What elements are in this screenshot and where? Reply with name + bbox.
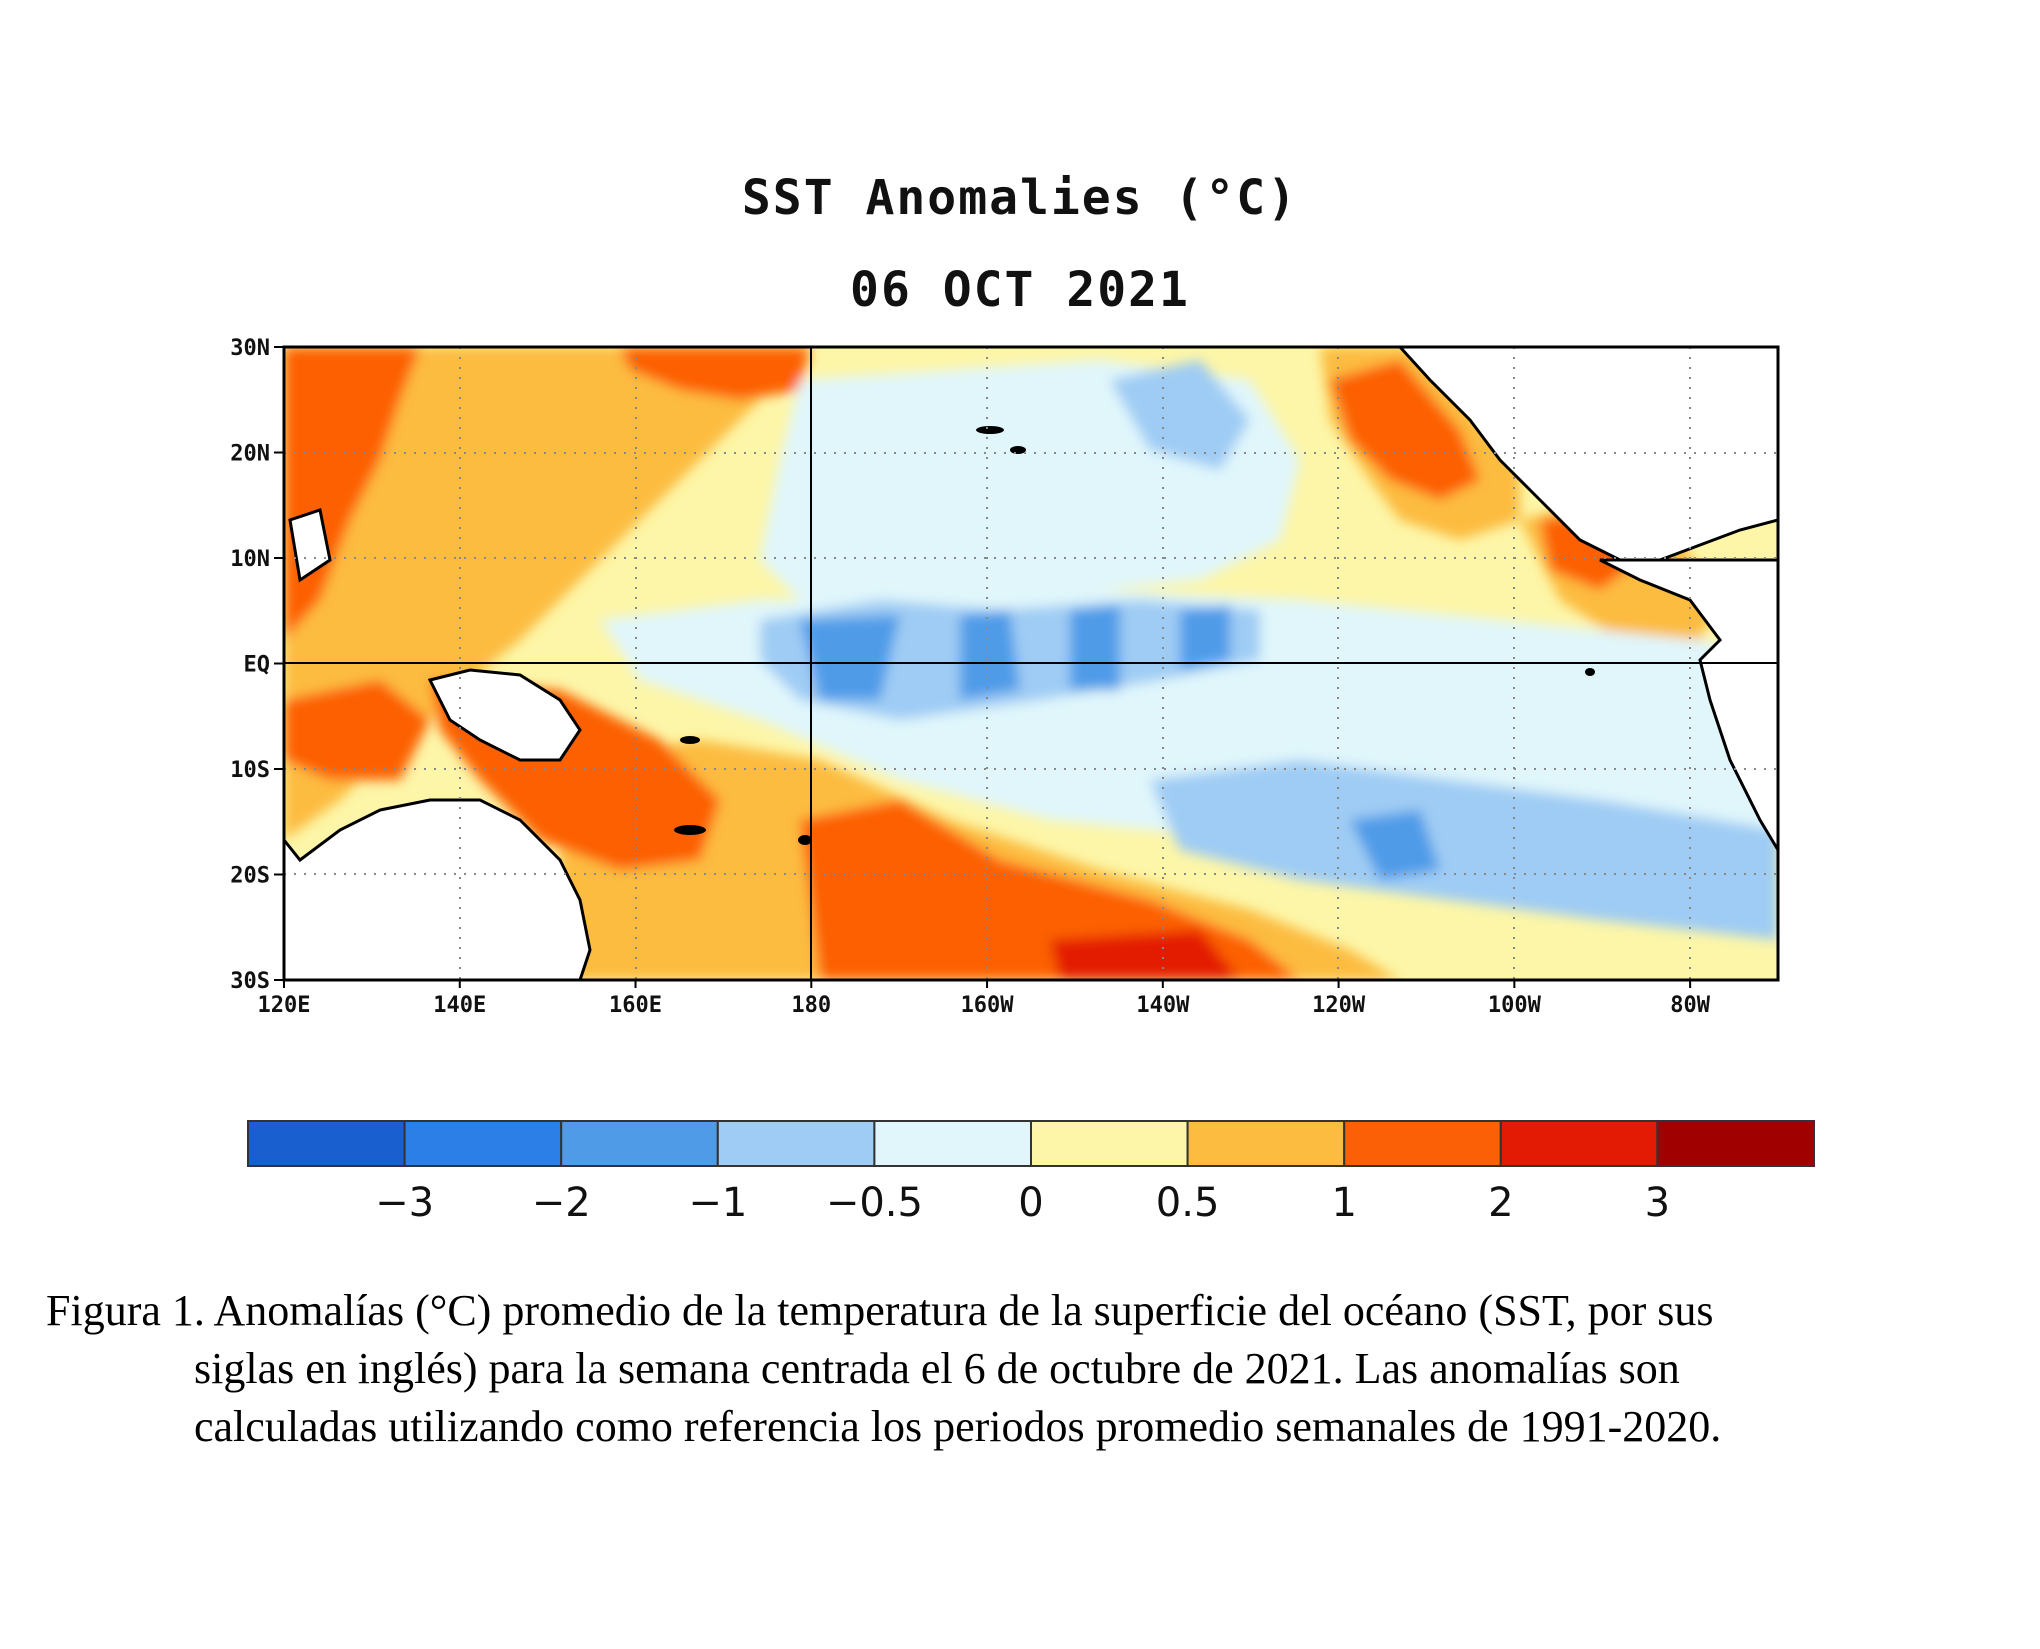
colorbar-label: 0	[1018, 1180, 1043, 1226]
colorbar-label: 2	[1488, 1180, 1513, 1226]
y-tick-label: 10S	[230, 758, 270, 783]
x-tick-label: 160W	[961, 993, 1015, 1018]
colorbar-swatch	[560, 1120, 719, 1167]
colorbar-label: −0.5	[826, 1180, 923, 1226]
colorbar-swatch	[1186, 1120, 1346, 1167]
caption-line-2: siglas en inglés) para la semana centrad…	[194, 1344, 1680, 1393]
colorbar-label: −1	[688, 1180, 747, 1226]
y-tick-label: 20N	[230, 442, 270, 467]
x-tick-label: 120E	[258, 993, 311, 1018]
figure-caption: Figura 1. Anomalías (°C) promedio de la …	[46, 1282, 1996, 1456]
x-tick-label: 180	[791, 993, 831, 1018]
land-masses	[284, 347, 1778, 980]
caption-line-1: Figura 1. Anomalías (°C) promedio de la …	[46, 1286, 1714, 1335]
x-tick-label: 100W	[1488, 993, 1542, 1018]
colorbar-swatch	[1343, 1120, 1502, 1167]
colorbar-swatch	[403, 1120, 563, 1167]
colorbar-swatch	[1656, 1120, 1816, 1167]
colorbar-label: −3	[375, 1180, 434, 1226]
colorbar-label: 1	[1331, 1180, 1356, 1226]
x-tick-label: 140W	[1136, 993, 1190, 1018]
x-axis: 120E 140E 160E 180 160W 140W 120W 100W 80W	[258, 980, 1711, 1018]
y-tick-label: EQ	[244, 653, 271, 678]
y-tick-label: 30N	[230, 336, 270, 361]
colorbar-swatch	[873, 1120, 1033, 1167]
colorbar-label: 0.5	[1156, 1180, 1220, 1226]
x-tick-label: 120W	[1312, 993, 1366, 1018]
x-tick-label: 140E	[433, 993, 486, 1018]
colorbar-swatch	[247, 1120, 406, 1167]
x-tick-label: 160E	[609, 993, 662, 1018]
colorbar-label: 3	[1645, 1180, 1670, 1226]
y-tick-label: 30S	[230, 969, 270, 994]
y-tick-label: 10N	[230, 547, 270, 572]
caption-line-3: calculadas utilizando como referencia lo…	[194, 1402, 1722, 1451]
y-tick-label: 20S	[230, 864, 270, 889]
colorbar-swatch	[1499, 1120, 1659, 1167]
x-tick-label: 80W	[1670, 993, 1710, 1018]
islands	[674, 426, 1595, 845]
y-axis: 30N 20N 10N EQ 10S 20S 30S	[230, 336, 284, 994]
map-title: SST Anomalies (°C)	[741, 170, 1299, 226]
map-date: 06 OCT 2021	[850, 262, 1190, 318]
colorbar	[247, 1120, 1816, 1167]
colorbar-label: −2	[532, 1180, 591, 1226]
colorbar-swatch	[716, 1120, 876, 1167]
colorbar-labels: −3 −2 −1 −0.5 0 0.5 1 2 3	[375, 1180, 1670, 1226]
colorbar-swatch	[1030, 1120, 1189, 1167]
